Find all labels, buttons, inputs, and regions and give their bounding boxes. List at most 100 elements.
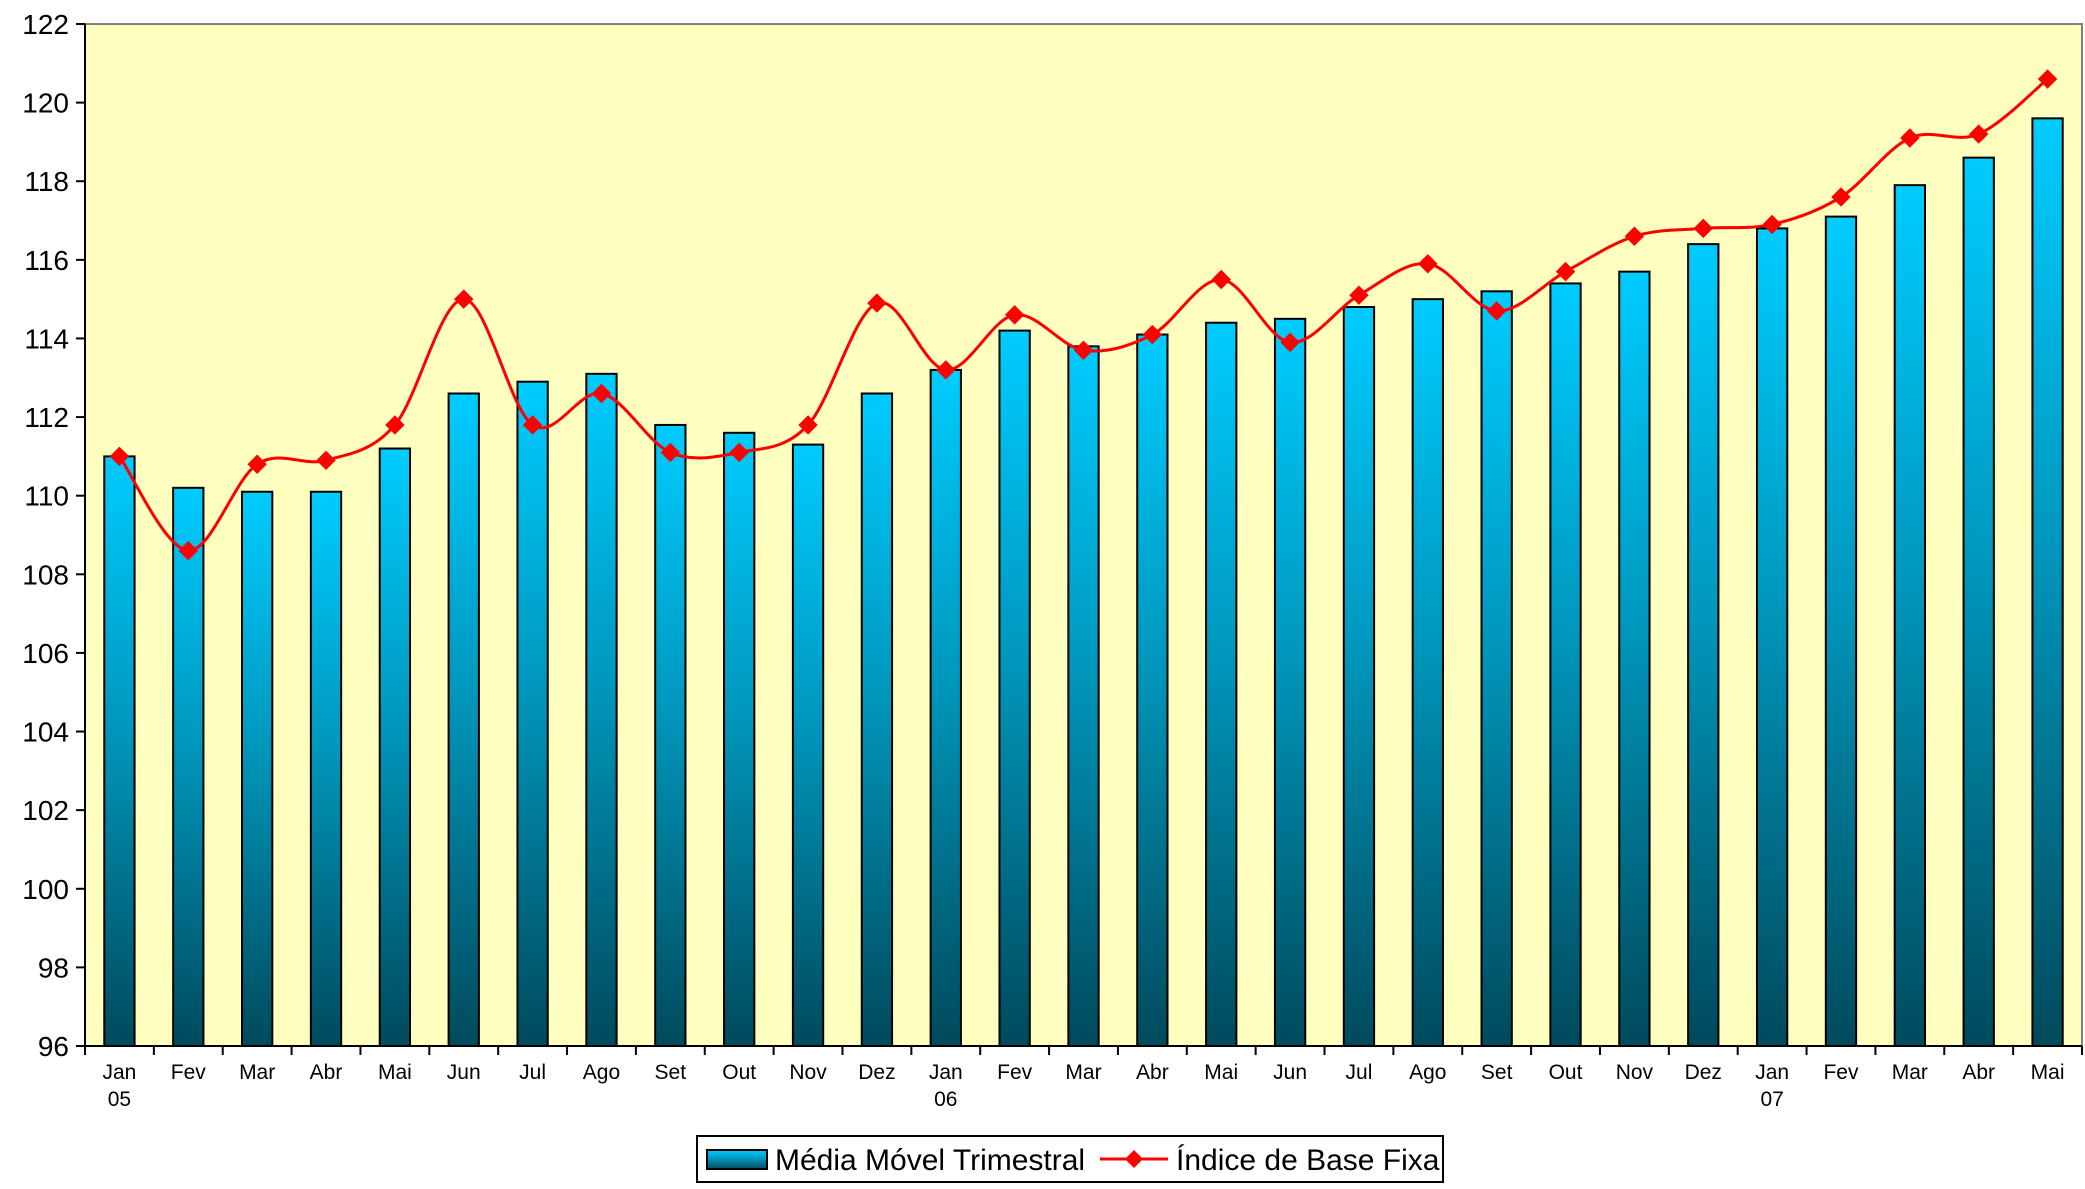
line-point-marker (178, 541, 199, 561)
x-tick-label: Jan (1755, 1061, 1789, 1084)
line-point-marker (1280, 332, 1300, 353)
x-tick-label: Out (1549, 1061, 1583, 1084)
y-tick-label: 122 (22, 9, 69, 40)
x-tick-label: Fev (997, 1061, 1033, 1084)
x-tick-label: Mai (1204, 1061, 1238, 1084)
bar (1549, 282, 1582, 1047)
bar (1273, 317, 1307, 1047)
y-tick-label: 102 (22, 795, 69, 826)
bar (309, 490, 343, 1047)
bars-layer (103, 117, 2064, 1048)
line-point-marker (1349, 285, 1369, 305)
bar (998, 329, 1031, 1048)
line-layer (109, 69, 2058, 561)
bar (447, 392, 480, 1047)
line-point-marker (1624, 226, 1645, 246)
x-tick-label: Jan (103, 1061, 137, 1084)
line-point-marker (798, 415, 818, 435)
line-point-marker (247, 454, 267, 474)
x-tick-label: Jul (519, 1061, 546, 1084)
x-tick-label: Abr (1962, 1061, 1995, 1084)
line-point-marker (1142, 324, 1163, 345)
line-point-marker (109, 446, 130, 467)
bar (103, 455, 136, 1047)
y-tick-label: 112 (24, 402, 69, 433)
line-point-marker (867, 293, 887, 313)
bar (2031, 117, 2064, 1048)
bar (1205, 321, 1238, 1047)
bar (1618, 270, 1651, 1047)
line-point-marker (1693, 218, 1713, 239)
line-point-marker (1900, 128, 1920, 148)
x-tick-label: Jul (1346, 1061, 1373, 1084)
bar (929, 368, 962, 1047)
line-point-marker (1211, 269, 1231, 290)
y-tick-label: 108 (22, 559, 69, 590)
line-point-marker (591, 383, 612, 404)
x-tick-label: Dez (1685, 1061, 1722, 1084)
bar (1342, 306, 1376, 1047)
line-point-marker (936, 360, 956, 380)
legend-label: Média Móvel Trimestral (775, 1144, 1085, 1177)
line-point-marker (1831, 187, 1851, 207)
x-tick-label: Set (1481, 1061, 1513, 1084)
x-tick-label: Set (655, 1061, 687, 1084)
x-tick-label: Abr (310, 1061, 343, 1084)
line-point-marker (522, 415, 543, 435)
x-tick-label: Nov (1616, 1061, 1654, 1084)
x-year-label: 07 (1760, 1088, 1783, 1111)
line-point-marker (2037, 69, 2058, 89)
bar (654, 423, 687, 1047)
x-tick-label: Mar (239, 1061, 275, 1084)
y-tick-label: 120 (22, 88, 69, 119)
legend-bar-swatch (706, 1149, 768, 1170)
bar (516, 380, 549, 1047)
bar (1136, 333, 1169, 1047)
line-point-marker (1555, 261, 1576, 282)
legend-label: Índice de Base Fixa (1176, 1144, 1440, 1177)
line-point-marker (454, 289, 474, 309)
line-point-marker (1073, 340, 1094, 360)
bar (1687, 243, 1720, 1048)
line-point-marker (1418, 254, 1438, 274)
bar (378, 447, 412, 1047)
y-tick-label: 100 (22, 874, 69, 905)
y-tick-label: 118 (24, 166, 69, 197)
x-tick-label: Ago (1409, 1061, 1446, 1084)
x-tick-label: Mai (378, 1061, 412, 1084)
line-point-marker (1968, 124, 1989, 144)
x-tick-label: Mar (1065, 1061, 1101, 1084)
bar (1755, 227, 1789, 1047)
y-tick-label: 98 (38, 952, 69, 983)
x-tick-label: Jan (929, 1061, 963, 1084)
bar (791, 443, 825, 1048)
bar (585, 372, 618, 1048)
y-tick-label: 116 (24, 245, 69, 276)
bar (1067, 345, 1100, 1048)
y-tick-label: 104 (22, 717, 69, 748)
line-point-marker (1004, 305, 1025, 325)
x-tick-label: Fev (171, 1061, 207, 1084)
line-point-marker (729, 442, 749, 463)
x-tick-label: Fev (1823, 1061, 1859, 1084)
x-tick-label: Nov (789, 1061, 827, 1084)
bar (1411, 298, 1444, 1047)
legend-marker-swatch (1125, 1150, 1143, 1168)
axes-layer: 96 98 100 102 104 106 108 110 112 114 116 118 120 122… (22, 9, 2083, 1111)
x-year-label: 06 (934, 1088, 957, 1111)
bar (1893, 184, 1926, 1047)
bar (1824, 215, 1858, 1048)
y-tick-label: 106 (22, 638, 69, 669)
legend: Média Móvel Trimestral Índice de Base Fix… (696, 1135, 1444, 1183)
bar (1480, 290, 1513, 1047)
x-tick-label: Ago (583, 1061, 620, 1084)
x-tick-label: Jun (1273, 1061, 1307, 1084)
bar (1962, 156, 1995, 1047)
bar (241, 490, 274, 1047)
x-tick-label: Mai (2031, 1061, 2065, 1084)
line-point-marker (1762, 214, 1782, 235)
x-tick-label: Jun (447, 1061, 481, 1084)
bar (723, 431, 756, 1047)
line-point-marker (385, 415, 405, 435)
